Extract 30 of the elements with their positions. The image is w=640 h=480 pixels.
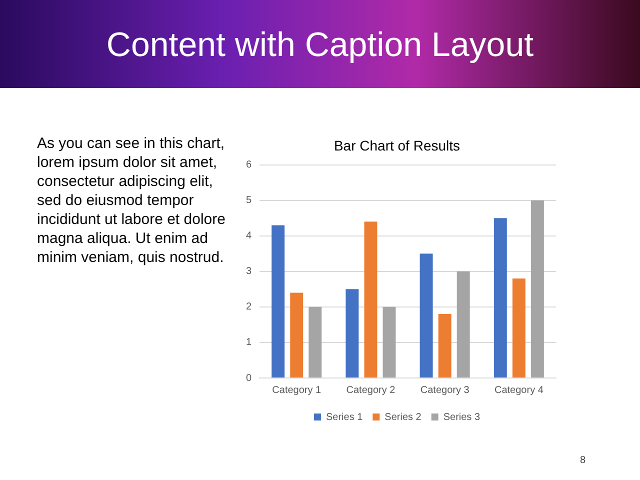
bar [346, 289, 359, 378]
bar [456, 271, 470, 378]
legend-label: Series 1 [326, 412, 364, 423]
y-tick-label: 3 [246, 266, 252, 278]
x-tick-label: Category 3 [420, 384, 470, 396]
chart-title: Bar Chart of Results [334, 137, 460, 154]
text: As you can see in this chart, lorem ipsum dolor sit amet, consectetur adipiscing elit, sed do eiusmod tempor incididunt ut labore et dolore magna aliqua. Ut enim ad minim veniam, quis nostrud. [37, 134, 226, 267]
legend-label: Series 3 [443, 412, 480, 423]
bar [438, 314, 452, 378]
bar [364, 222, 378, 378]
bar [382, 306, 396, 378]
legend-label: Series 2 [384, 412, 422, 423]
y-tick-label: 0 [246, 372, 252, 384]
bar [494, 218, 507, 378]
bar [420, 254, 433, 378]
bar [308, 306, 322, 378]
y-tick-label: 4 [246, 230, 252, 242]
bar [530, 200, 544, 378]
y-tick-label: 1 [246, 337, 252, 348]
bar [512, 278, 526, 378]
y-tick-label: 6 [246, 160, 252, 171]
x-tick-label: Category 1 [272, 384, 322, 396]
text: Content with Caption Layout [105, 26, 535, 65]
text: 8 [580, 455, 586, 466]
bar [272, 225, 285, 378]
y-tick-label: 2 [246, 302, 252, 313]
bar [290, 292, 304, 378]
x-tick-label: Category 2 [346, 384, 396, 396]
x-tick-label: Category 4 [494, 384, 544, 396]
y-tick-label: 5 [246, 195, 252, 206]
